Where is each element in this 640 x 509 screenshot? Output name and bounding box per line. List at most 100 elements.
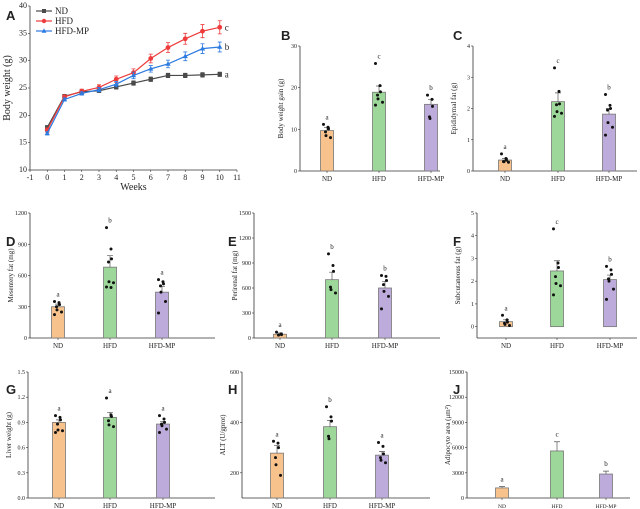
panel-b: B 0 10 20 30 Body weight gain (g) a ND c HFD b HFD-… (277, 28, 444, 183)
significance-letter: a (325, 113, 329, 121)
panel-label: F (453, 234, 461, 249)
panel-f: F 0 1 2 3 4 5 Subcutaneous fat (g) a ND c HFD b HFD-M… (453, 211, 637, 350)
significance-letter: a (160, 269, 164, 277)
legend-marker (42, 9, 46, 13)
data-point (428, 117, 432, 120)
data-point (381, 100, 384, 104)
y-axis-title: Adipocyte area (μm²) (444, 404, 452, 465)
data-point (58, 303, 61, 307)
y-tick-label: 3 (467, 75, 470, 81)
y-tick-label: 3000 (452, 471, 464, 477)
error-bar (499, 486, 505, 488)
bar (103, 416, 117, 499)
data-point (157, 311, 160, 315)
x-tick-label: ND (500, 175, 510, 183)
y-tick-label: 5 (471, 211, 474, 217)
data-point (607, 277, 610, 281)
bar-group-hfd: c HFD (550, 431, 564, 509)
y-tick-label: 35 (19, 28, 27, 37)
significance-letter: a (57, 405, 61, 413)
significance-letter: b (608, 255, 612, 263)
bar-group-hfd-mp: a HFD-MP (369, 432, 396, 509)
panel-a: A 10 15 20 25 30 35 40 Body weight (g) -1 0 1 2 3 4 5 6 7… (2, 1, 241, 193)
data-point (384, 461, 387, 465)
legend-marker (41, 18, 47, 24)
error-bar (555, 92, 561, 102)
panel-label: J (453, 382, 460, 397)
data-point (324, 130, 327, 134)
y-tick-label: 600 (242, 286, 251, 292)
bar (550, 270, 564, 328)
bar-group-hfd-mp: b HFD-MP (418, 84, 445, 183)
data-point (329, 415, 333, 419)
significance-letter: a (108, 387, 112, 395)
data-point (384, 274, 388, 278)
x-tick-label: HFD (372, 175, 386, 183)
data-point (560, 111, 563, 115)
y-tick-label: 20 (19, 110, 27, 119)
bar-group-nd: a ND (499, 304, 513, 350)
x-tick-label: HFD-MP (596, 504, 617, 509)
panel-j: J 0 3000 6000 9000 12000 15000 Adipocyte area (… (444, 370, 630, 509)
data-point (507, 160, 510, 164)
panel-g: G 0.0 0.3 0.6 0.9 1.2 1.5 Liver weight (g) a ND a H… (5, 370, 215, 509)
data-point (105, 226, 108, 230)
x-tick-label: ND (54, 502, 64, 509)
data-point (183, 73, 188, 78)
data-point (61, 429, 64, 433)
x-tick-label: HFD-MP (597, 342, 624, 350)
data-point (553, 66, 556, 70)
y-tick-label: 15000 (449, 370, 464, 376)
x-tick-label: 1 (63, 173, 67, 182)
bar (424, 103, 438, 172)
significance-letter: a (275, 430, 279, 438)
data-point (107, 423, 111, 427)
significance-letter: a (161, 405, 165, 413)
bar-group-nd: a ND (498, 143, 512, 183)
error-bar (107, 255, 113, 268)
significance-letter: a (225, 69, 229, 79)
x-tick-label: HFD-MP (596, 175, 623, 183)
data-point (327, 437, 331, 441)
y-axis-title: Liver weight (g) (5, 411, 13, 458)
data-point (44, 130, 50, 136)
y-tick-label: 10 (291, 127, 297, 133)
data-point (165, 73, 171, 78)
data-point (112, 425, 115, 429)
bar-group-hfd: c HFD (372, 53, 386, 184)
data-point (609, 268, 613, 272)
data-point (606, 108, 609, 112)
data-point (274, 463, 278, 467)
y-tick-label: 1.5 (18, 370, 26, 376)
data-point (382, 283, 385, 287)
x-tick-label: 2 (80, 173, 84, 182)
data-point (382, 452, 385, 456)
y-tick-label: 3 (471, 256, 474, 262)
data-point (508, 324, 511, 327)
y-tick-label: 9000 (452, 420, 464, 426)
panel-label: E (228, 234, 237, 249)
data-point (109, 247, 113, 251)
data-point (503, 322, 507, 326)
data-point (280, 333, 283, 337)
data-point (324, 134, 328, 138)
data-point (96, 86, 102, 92)
data-point (160, 424, 164, 428)
data-point (53, 300, 56, 304)
panel-c: C 0 1 2 3 4 Epididymal fat (g) a ND c HFD b HFD-MP (450, 28, 637, 183)
x-tick-label: ND (53, 342, 63, 350)
y-tick-label: 0 (471, 325, 474, 331)
y-tick-label: 6000 (452, 446, 464, 452)
data-point (148, 77, 153, 82)
legend-label: ND (55, 6, 68, 16)
data-point (158, 430, 161, 434)
data-point (58, 415, 62, 419)
data-point (554, 281, 558, 285)
bar-group-hfd-mp: b HFD-MP (596, 83, 623, 183)
data-point (163, 420, 166, 424)
y-tick-label: 0 (248, 336, 251, 342)
x-tick-label: HFD (550, 342, 564, 350)
x-tick-label: 3 (97, 173, 101, 182)
significance-letter: a (503, 143, 507, 151)
